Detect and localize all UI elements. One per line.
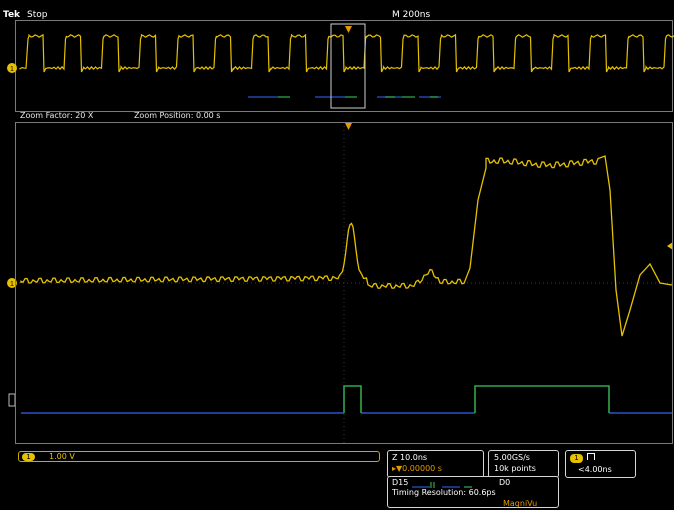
zoom-ch1-trace xyxy=(20,155,673,337)
digital-low-label: D0 xyxy=(499,478,511,487)
ch1-badge: 1 xyxy=(22,453,35,461)
trigger-position: ▸▼0.00000 s xyxy=(392,464,442,473)
digital-readout[interactable]: D15 D0 Timing Resolution: 60.6ps MagniVu xyxy=(387,476,559,508)
trigger-level-marker[interactable] xyxy=(667,242,673,250)
zoom-info-bar: Zoom Factor: 20 X Zoom Position: 0.00 s xyxy=(20,111,258,120)
ch1-ground-marker[interactable] xyxy=(7,278,17,288)
brand-logo: Tek xyxy=(3,10,21,20)
zoom-position: Zoom Position: 0.00 s xyxy=(133,111,221,120)
svg-text:1: 1 xyxy=(10,66,14,73)
digital-high-label: D15 xyxy=(392,478,409,487)
svg-text:1: 1 xyxy=(10,281,14,288)
status-bar: Tek Stop M 200ns xyxy=(0,0,674,20)
zoom-region-box[interactable] xyxy=(330,23,366,109)
trigger-source-badge: 1 xyxy=(570,454,583,463)
zoom-digital-high xyxy=(343,385,610,413)
pulse-icon xyxy=(587,453,595,460)
trigger-position-marker[interactable] xyxy=(345,123,352,130)
magnivu-label: MagniVu xyxy=(503,499,538,508)
zoom-scale: Z 10.0ns xyxy=(392,453,428,462)
timebase-readout: M 200ns xyxy=(392,10,431,20)
ch1-readout[interactable]: 1 1.00 V xyxy=(18,451,380,462)
zoom-waveform-window[interactable] xyxy=(15,122,673,444)
acquisition-readout[interactable]: 5.00GS/s 10k points xyxy=(488,450,559,478)
overview-trigger-marker[interactable] xyxy=(345,26,352,33)
zoom-factor: Zoom Factor: 20 X xyxy=(20,111,94,120)
timing-resolution: Timing Resolution: 60.6ps xyxy=(392,488,496,497)
horizontal-readout[interactable]: Z 10.0ns ▸▼0.00000 s xyxy=(387,450,484,478)
overview-ch1-marker[interactable] xyxy=(7,63,17,73)
sample-rate: 5.00GS/s xyxy=(494,453,530,462)
ch1-scale: 1.00 V xyxy=(49,452,75,461)
acquisition-state: Stop xyxy=(27,10,48,20)
overview-ch1-trace xyxy=(19,33,674,73)
digital-bits-icon xyxy=(412,482,472,488)
record-length: 10k points xyxy=(494,464,536,473)
trigger-readout[interactable]: 1 <4.00ns xyxy=(565,450,636,478)
trigger-value: <4.00ns xyxy=(578,465,612,474)
